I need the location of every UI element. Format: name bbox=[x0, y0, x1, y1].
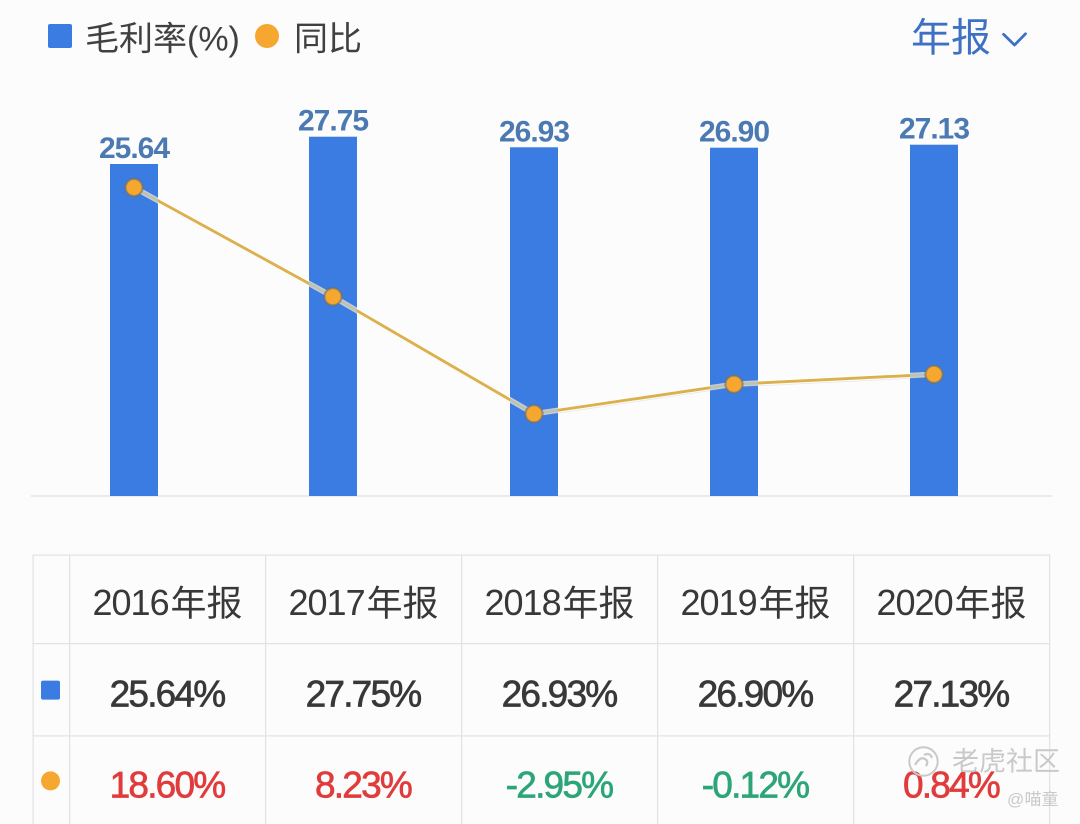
svg-text:27.75: 27.75 bbox=[298, 105, 368, 138]
svg-text:2017: 2017 bbox=[289, 582, 365, 623]
svg-text:2019: 2019 bbox=[681, 582, 757, 623]
svg-text:-0.12%: -0.12% bbox=[702, 764, 809, 805]
svg-text:27.13: 27.13 bbox=[899, 113, 969, 146]
svg-text:(%): (%) bbox=[187, 20, 240, 58]
svg-text:0.84%: 0.84% bbox=[903, 764, 1000, 805]
svg-text:8.23%: 8.23% bbox=[315, 764, 412, 805]
svg-text:26.90%: 26.90% bbox=[698, 674, 814, 715]
svg-text:-2.95%: -2.95% bbox=[506, 764, 613, 805]
svg-text:26.93: 26.93 bbox=[499, 115, 569, 148]
svg-text:26.93%: 26.93% bbox=[502, 674, 618, 715]
svg-text:27.75%: 27.75% bbox=[306, 674, 422, 715]
svg-text:27.13%: 27.13% bbox=[894, 674, 1010, 715]
svg-text:25.64%: 25.64% bbox=[110, 674, 226, 715]
svg-text:26.90: 26.90 bbox=[699, 116, 769, 149]
svg-text:@: @ bbox=[1007, 790, 1024, 809]
svg-text:25.64: 25.64 bbox=[99, 132, 170, 165]
svg-text:2018: 2018 bbox=[485, 582, 561, 623]
svg-text:2020: 2020 bbox=[877, 582, 953, 623]
svg-text:2016: 2016 bbox=[93, 582, 169, 623]
svg-text:18.60%: 18.60% bbox=[110, 764, 226, 805]
